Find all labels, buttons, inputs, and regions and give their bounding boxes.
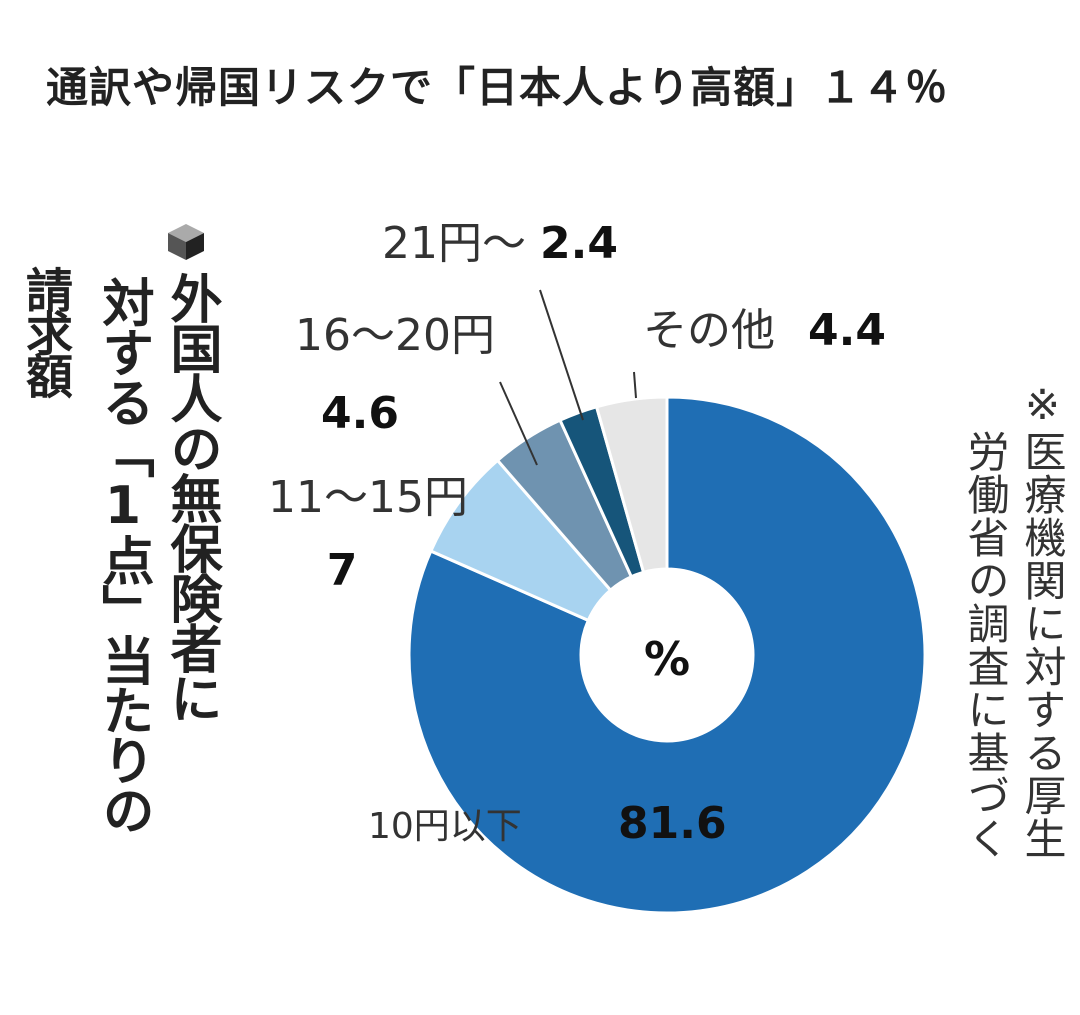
leader-line-3 (499, 381, 538, 466)
slice-value-4: 2.4 (540, 218, 618, 269)
slice-5 (594, 395, 669, 575)
slice-value-1: 81.6 (618, 798, 727, 849)
slice-label-2: 11～15円 (268, 472, 468, 523)
source-note-line-2: 労働省の調査に基づく (961, 430, 1010, 860)
slice-label-4: 21円～ (382, 218, 526, 269)
leader-line-4 (539, 289, 584, 421)
slice-value-5: 4.4 (808, 305, 886, 356)
cube-icon (168, 224, 204, 260)
slice-value-2: 7 (327, 545, 358, 596)
chart-title-line-3: 請求額 (17, 266, 72, 395)
chart-title-line-2: 対する「1点」当たりの (93, 276, 153, 834)
source-note-line-1: ※医療機関に対する厚生 (1018, 380, 1067, 860)
center-label: % (644, 632, 690, 686)
headline: 通訳や帰国リスクで「日本人より高額」１４％ (46, 63, 949, 112)
slice-label-3: 16～20円 (295, 310, 495, 361)
slice-label-5: その他 (643, 305, 775, 356)
slice-1 (407, 395, 927, 915)
slice-value-3: 4.6 (321, 388, 399, 439)
chart-title-line-1: 外国人の無保険者に (161, 272, 221, 722)
leader-line-5 (633, 371, 637, 399)
slice-label-1: 10円以下 (368, 806, 522, 847)
